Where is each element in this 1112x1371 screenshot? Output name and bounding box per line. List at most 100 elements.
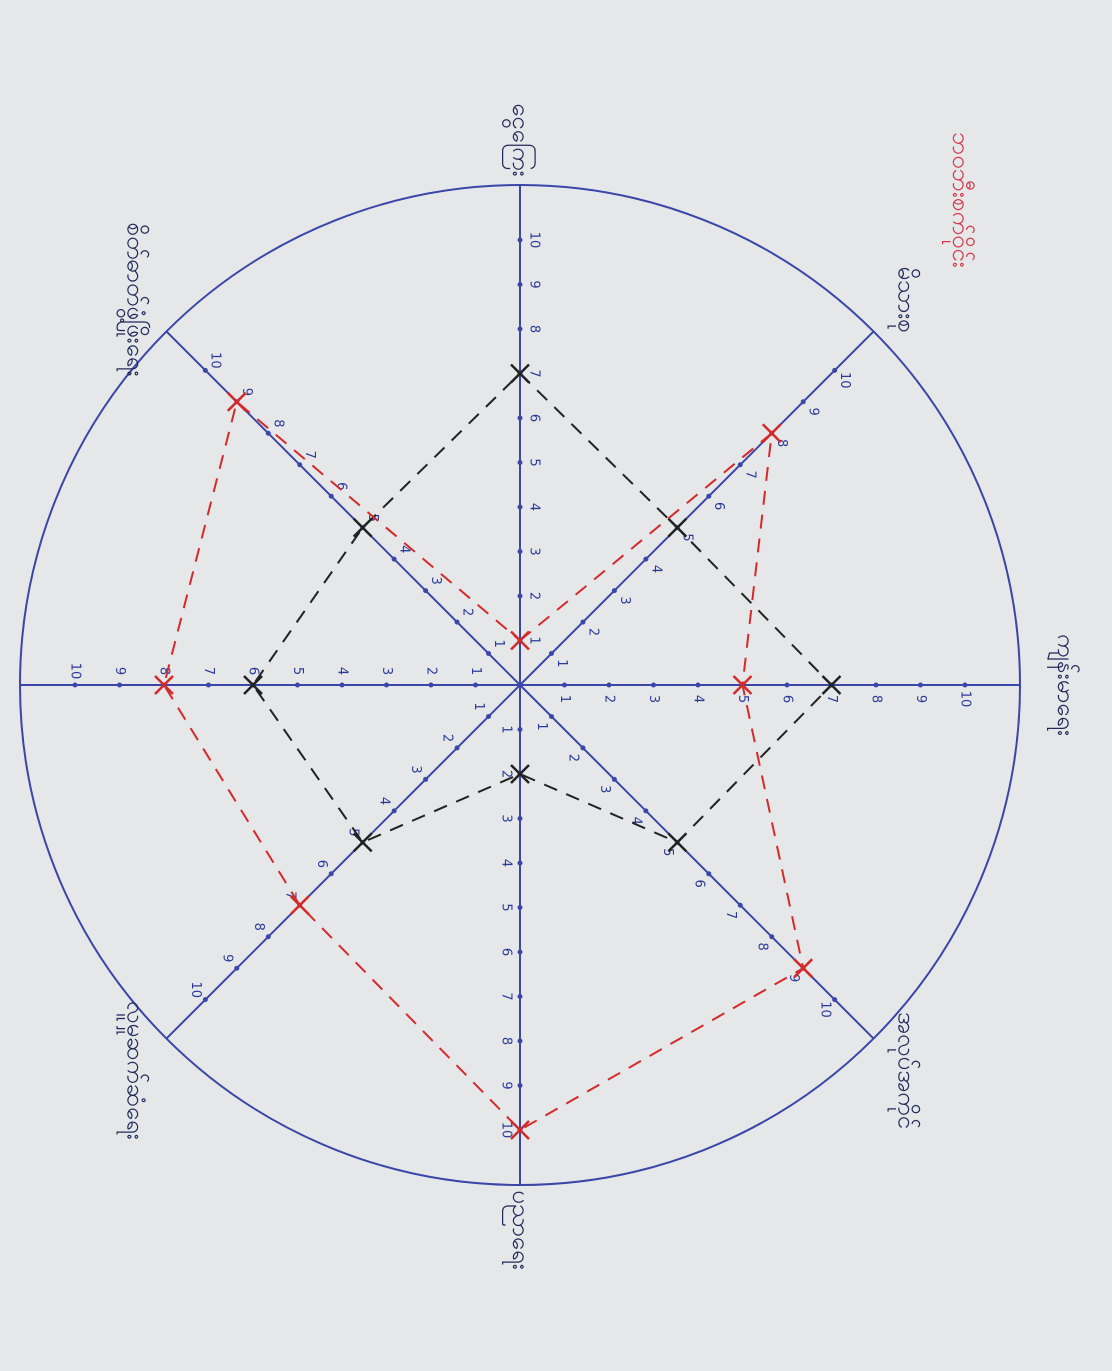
tick-label: 2 [566, 754, 581, 762]
tick-mark [266, 431, 271, 436]
tick-mark [769, 934, 774, 939]
axis-line [520, 685, 874, 1039]
tick-label: 8 [527, 325, 542, 333]
tick-mark [392, 808, 397, 813]
tick-mark [580, 745, 585, 750]
axis-label: ပညာရေး [502, 1190, 535, 1270]
tick-label: 2 [459, 608, 474, 616]
tick-label: 2 [424, 667, 439, 675]
tick-mark [518, 994, 523, 999]
tick-label: 8 [271, 419, 286, 427]
tick-label: 4 [648, 565, 663, 573]
tick-label: 6 [246, 667, 261, 675]
tick-label: 5 [735, 695, 750, 703]
tick-label: 6 [691, 880, 706, 888]
tick-label: 3 [617, 596, 632, 604]
tick-mark [203, 368, 208, 373]
tick-label: 6 [527, 414, 542, 422]
axis-line [166, 685, 520, 1039]
tick-mark [455, 620, 460, 625]
tick-label: 4 [335, 667, 350, 675]
tick-mark [874, 683, 879, 688]
tick-mark [266, 934, 271, 939]
tick-mark [518, 816, 523, 821]
data-point [794, 959, 812, 977]
tick-mark [518, 460, 523, 465]
tick-mark [392, 557, 397, 562]
axis-line [166, 331, 520, 685]
tick-mark [651, 683, 656, 688]
tick-mark [518, 594, 523, 599]
tick-label: 10 [527, 232, 542, 249]
tick-mark [73, 683, 78, 688]
axis-line [520, 331, 874, 685]
tick-label: 10 [837, 372, 852, 389]
series-outline [164, 402, 803, 1130]
tick-label: 4 [499, 859, 514, 867]
tick-mark [549, 651, 554, 656]
tick-mark [486, 714, 491, 719]
tick-mark [580, 620, 585, 625]
tick-label: 9 [239, 388, 254, 396]
data-point [354, 519, 372, 537]
tick-label: 7 [201, 667, 216, 675]
tick-label: 9 [219, 954, 234, 962]
tick-mark [801, 399, 806, 404]
tick-label: 9 [527, 280, 542, 288]
axis-label: ကျန်းမာရေး [1047, 634, 1081, 736]
tick-label: 3 [428, 577, 443, 585]
tick-label: 10 [68, 663, 83, 680]
tick-mark [549, 714, 554, 719]
tick-mark [785, 683, 790, 688]
tick-mark [329, 494, 334, 499]
tick-label: 9 [806, 408, 821, 416]
tick-label: 10 [958, 691, 973, 708]
tick-mark [518, 727, 523, 732]
axis-label: ငွေကြေး [501, 103, 537, 176]
tick-mark [738, 462, 743, 467]
tick-mark [518, 950, 523, 955]
tick-mark [706, 871, 711, 876]
tick-label: 3 [646, 695, 661, 703]
tick-mark [429, 683, 434, 688]
tick-label: 9 [112, 667, 127, 675]
tick-mark [329, 871, 334, 876]
tick-mark [518, 416, 523, 421]
data-point [228, 393, 246, 411]
tick-mark [706, 494, 711, 499]
tick-mark [643, 557, 648, 562]
tick-label: 8 [499, 1037, 514, 1045]
axis-label: မိသားစု [887, 266, 921, 332]
tick-label: 3 [379, 667, 394, 675]
tick-mark [518, 282, 523, 287]
tick-label: 10 [188, 981, 203, 998]
tick-label: 4 [377, 797, 392, 805]
tick-label: 5 [290, 667, 305, 675]
tick-mark [612, 588, 617, 593]
tick-label: 5 [527, 458, 542, 466]
tick-mark [518, 327, 523, 332]
tick-label: 7 [723, 911, 738, 919]
tick-mark [423, 777, 428, 782]
tick-label: 5 [680, 533, 695, 541]
tick-label: 9 [499, 1081, 514, 1089]
tick-mark [612, 777, 617, 782]
tick-label: 9 [786, 974, 801, 982]
tick-label: 3 [527, 547, 542, 555]
tick-label: 1 [557, 695, 572, 703]
tick-label: 8 [251, 923, 266, 931]
tick-label: 8 [774, 439, 789, 447]
tick-label: 1 [554, 659, 569, 667]
tick-mark [455, 745, 460, 750]
tick-label: 4 [691, 695, 706, 703]
tick-mark [117, 683, 122, 688]
tick-mark [607, 683, 612, 688]
tick-label: 6 [711, 502, 726, 510]
series-outline [253, 374, 832, 843]
tick-label: 7 [499, 992, 514, 1000]
tick-label: 1 [499, 725, 514, 733]
tick-label: 10 [817, 1001, 832, 1018]
data-point [763, 424, 781, 442]
tick-label: 6 [314, 860, 329, 868]
tick-mark [696, 683, 701, 688]
